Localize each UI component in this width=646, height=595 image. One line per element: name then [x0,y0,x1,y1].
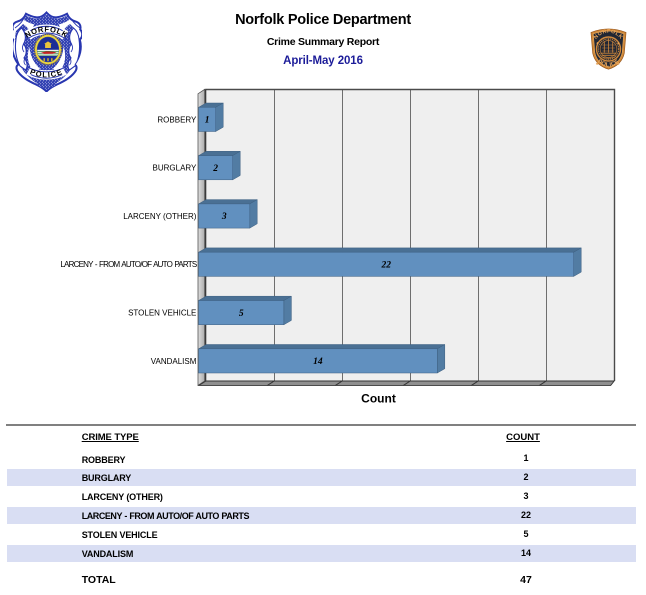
svg-text:STOLEN VEHICLE: STOLEN VEHICLE [128,309,196,318]
svg-text:2: 2 [212,164,218,174]
svg-text:♦: ♦ [596,41,599,46]
svg-text:LARCENY (OTHER): LARCENY (OTHER) [123,212,197,221]
svg-text:POLICE: POLICE [29,67,64,79]
svg-text:POLICE: POLICE [596,59,621,69]
svg-text:14: 14 [313,357,323,367]
svg-text:♦: ♦ [617,41,620,46]
svg-text:3: 3 [221,212,227,222]
svg-text:BURGLARY: BURGLARY [153,164,198,173]
svg-text:ROBBERY: ROBBERY [157,115,197,124]
svg-text:♣: ♣ [596,61,599,66]
svg-text:LARCENY - FROM AUTO/OF AUTO PA: LARCENY - FROM AUTO/OF AUTO PARTS [60,260,196,269]
svg-text:1: 1 [205,116,210,126]
svg-text:Count: Count [361,391,396,405]
svg-text:22: 22 [380,261,391,271]
svg-text:NORFOLK: NORFOLK [593,29,624,41]
svg-text:♣: ♣ [617,61,620,66]
svg-text:VANDALISM: VANDALISM [151,357,197,366]
svg-text:5: 5 [239,309,244,319]
